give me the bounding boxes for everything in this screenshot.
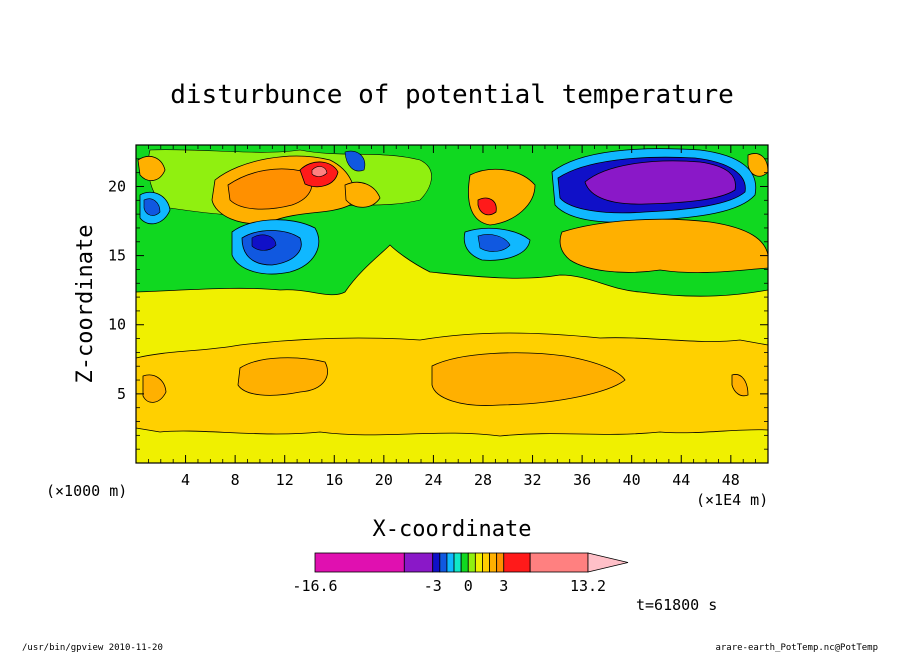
x-unit-left: (×1000 m) bbox=[46, 482, 127, 500]
colorbar-segment bbox=[482, 552, 490, 573]
time-annotation: t=61800 s bbox=[636, 596, 717, 614]
contour-purple-core bbox=[584, 160, 736, 205]
contour-cold-cell-b-core bbox=[143, 198, 161, 216]
contour-cold-cell-d bbox=[344, 150, 366, 172]
contour-lower-core3 bbox=[142, 374, 167, 403]
colorbar-segment bbox=[403, 552, 434, 573]
plot-area bbox=[136, 145, 768, 463]
colorbar-label: -3 bbox=[424, 577, 442, 595]
y-axis: 5 10 15 20 bbox=[108, 158, 768, 450]
contour-warm-cell-a-pink bbox=[311, 166, 328, 177]
colorbar-segment bbox=[314, 552, 405, 573]
contour-warm-cell-c-core bbox=[477, 197, 497, 216]
colorbar-segment bbox=[474, 552, 483, 573]
colorbar: -16.6 -3 0 3 13.2 bbox=[292, 552, 629, 595]
y-tick-label: 10 bbox=[108, 316, 126, 334]
x-tick-label: 36 bbox=[573, 471, 591, 489]
colorbar-segment bbox=[496, 552, 505, 573]
x-tick-label: 20 bbox=[375, 471, 393, 489]
colorbar-segment bbox=[467, 552, 476, 573]
x-axis-label: X-coordinate bbox=[373, 517, 532, 542]
contour-lower-core1 bbox=[237, 357, 328, 396]
x-tick-label: 28 bbox=[474, 471, 492, 489]
contour-cold-cell-c-core bbox=[477, 234, 511, 252]
colorbar-segment bbox=[439, 552, 448, 573]
colorbar-segment bbox=[432, 552, 441, 573]
x-tick-label: 32 bbox=[524, 471, 542, 489]
colorbar-extend-arrow bbox=[587, 552, 629, 573]
colorbar-segment bbox=[460, 552, 469, 573]
colorbar-segment bbox=[529, 552, 589, 573]
contour-lower-core4 bbox=[731, 374, 749, 397]
y-tick-label: 5 bbox=[117, 385, 126, 403]
y-tick-label: 20 bbox=[108, 177, 126, 195]
x-unit-right: (×1E4 m) bbox=[696, 491, 768, 509]
y-tick-label: 15 bbox=[108, 247, 126, 265]
colorbar-label: 13.2 bbox=[570, 577, 606, 595]
contour-warm-cell-a-core bbox=[227, 168, 313, 210]
x-tick-label: 8 bbox=[231, 471, 240, 489]
x-tick-label: 48 bbox=[722, 471, 740, 489]
colorbar-label: 3 bbox=[499, 577, 508, 595]
colorbar-segment bbox=[453, 552, 462, 573]
footer-right: arare-earth_PotTemp.nc@PotTemp bbox=[715, 643, 878, 653]
colorbar-label: -16.6 bbox=[292, 577, 337, 595]
colorbar-segment bbox=[489, 552, 498, 573]
x-tick-label: 12 bbox=[276, 471, 294, 489]
plot-frame bbox=[135, 144, 769, 464]
chart-title: disturbunce of potential temperature bbox=[170, 80, 734, 110]
x-tick-label: 24 bbox=[424, 471, 442, 489]
y-axis-label: Z-coordinate bbox=[73, 225, 98, 384]
contour-cold-cell-a-deep bbox=[251, 234, 277, 251]
x-tick-label: 40 bbox=[623, 471, 641, 489]
colorbar-segment bbox=[503, 552, 531, 573]
contour-lower-core2 bbox=[431, 352, 626, 406]
contour-warm-cell-b bbox=[344, 181, 381, 208]
x-tick-label: 16 bbox=[325, 471, 343, 489]
colorbar-segment bbox=[446, 552, 455, 573]
footer-left: /usr/bin/gpview 2010-11-20 bbox=[22, 643, 163, 653]
x-axis: 4 8 12 16 20 24 28 32 36 40 44 48 bbox=[147, 145, 757, 489]
contour-warm-cell-d bbox=[137, 156, 166, 181]
contour-right-warm bbox=[559, 218, 768, 273]
x-tick-label: 4 bbox=[181, 471, 190, 489]
x-tick-label: 44 bbox=[672, 471, 690, 489]
colorbar-label: 0 bbox=[464, 577, 473, 595]
